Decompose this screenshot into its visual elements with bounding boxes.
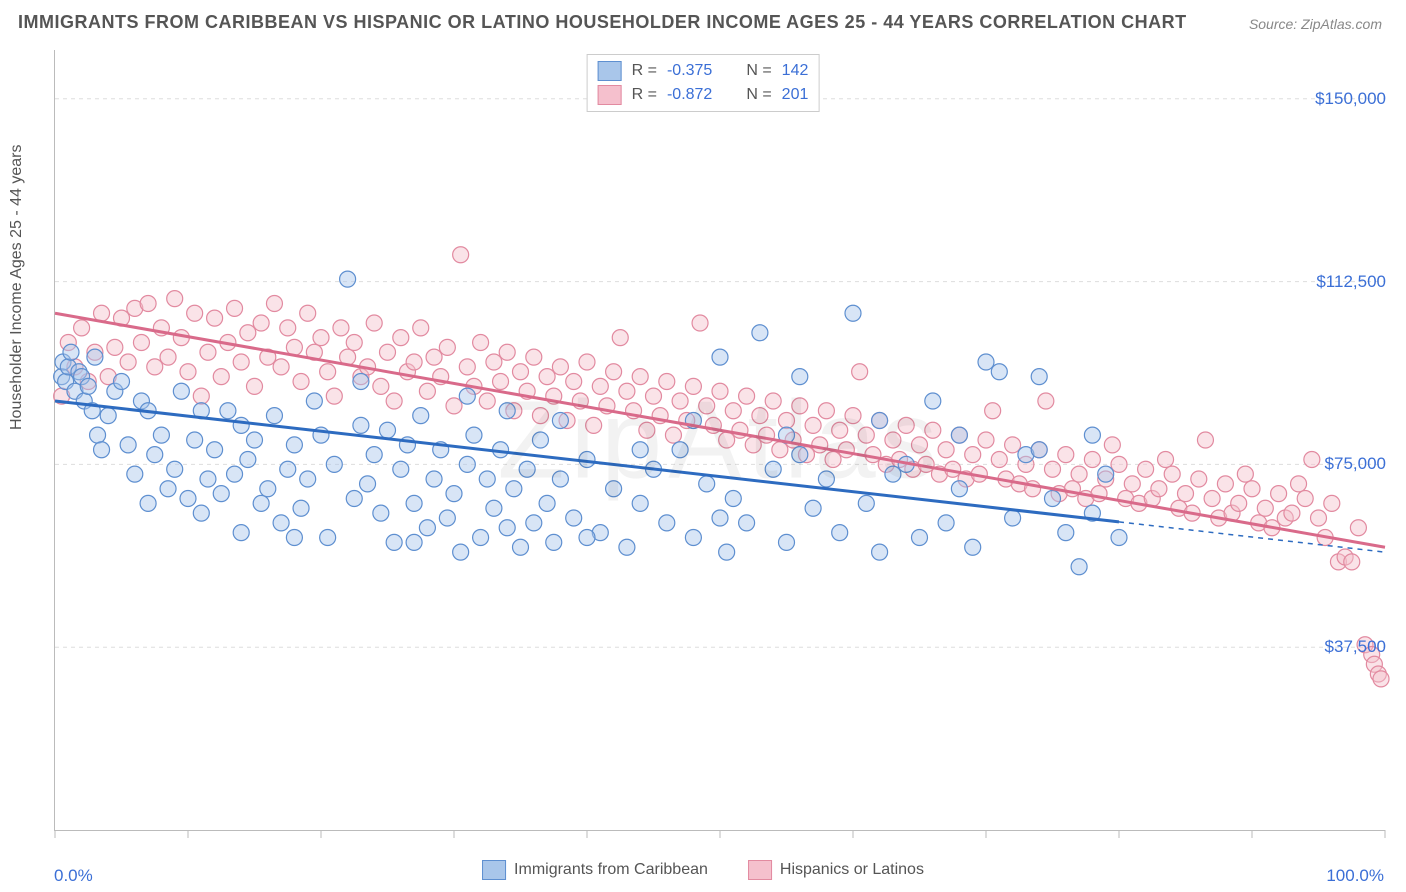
scatter-svg	[55, 50, 1385, 830]
y-tick-label: $37,500	[1325, 637, 1386, 657]
swatch-blue-icon	[598, 61, 622, 81]
swatch-pink-icon	[598, 85, 622, 105]
swatch-pink-icon	[748, 860, 772, 880]
y-tick-label: $150,000	[1315, 89, 1386, 109]
r-value-blue: -0.375	[667, 62, 712, 80]
legend-label-blue: Immigrants from Caribbean	[514, 861, 708, 879]
correlation-stats-box: R = -0.375 N = 142 R = -0.872 N = 201	[587, 54, 820, 112]
series-legend: Immigrants from Caribbean Hispanics or L…	[482, 860, 924, 880]
y-tick-label: $112,500	[1316, 272, 1386, 292]
n-value-blue: 142	[782, 62, 809, 80]
legend-label-pink: Hispanics or Latinos	[780, 861, 924, 879]
x-axis-min-label: 0.0%	[54, 866, 93, 886]
r-label: R =	[632, 62, 657, 80]
n-value-pink: 201	[782, 86, 809, 104]
plot-area: ZipAtlas	[54, 50, 1385, 831]
y-tick-label: $75,000	[1325, 454, 1386, 474]
legend-item-blue: Immigrants from Caribbean	[482, 860, 708, 880]
r-label: R =	[632, 86, 657, 104]
swatch-blue-icon	[482, 860, 506, 880]
r-value-pink: -0.872	[667, 86, 712, 104]
source-attribution: Source: ZipAtlas.com	[1249, 16, 1382, 32]
n-label: N =	[746, 62, 771, 80]
y-axis-label: Householder Income Ages 25 - 44 years	[8, 145, 26, 431]
stats-row-pink: R = -0.872 N = 201	[598, 83, 809, 107]
legend-item-pink: Hispanics or Latinos	[748, 860, 924, 880]
chart-title: IMMIGRANTS FROM CARIBBEAN VS HISPANIC OR…	[18, 12, 1187, 33]
stats-row-blue: R = -0.375 N = 142	[598, 59, 809, 83]
x-axis-max-label: 100.0%	[1326, 866, 1384, 886]
n-label: N =	[746, 86, 771, 104]
